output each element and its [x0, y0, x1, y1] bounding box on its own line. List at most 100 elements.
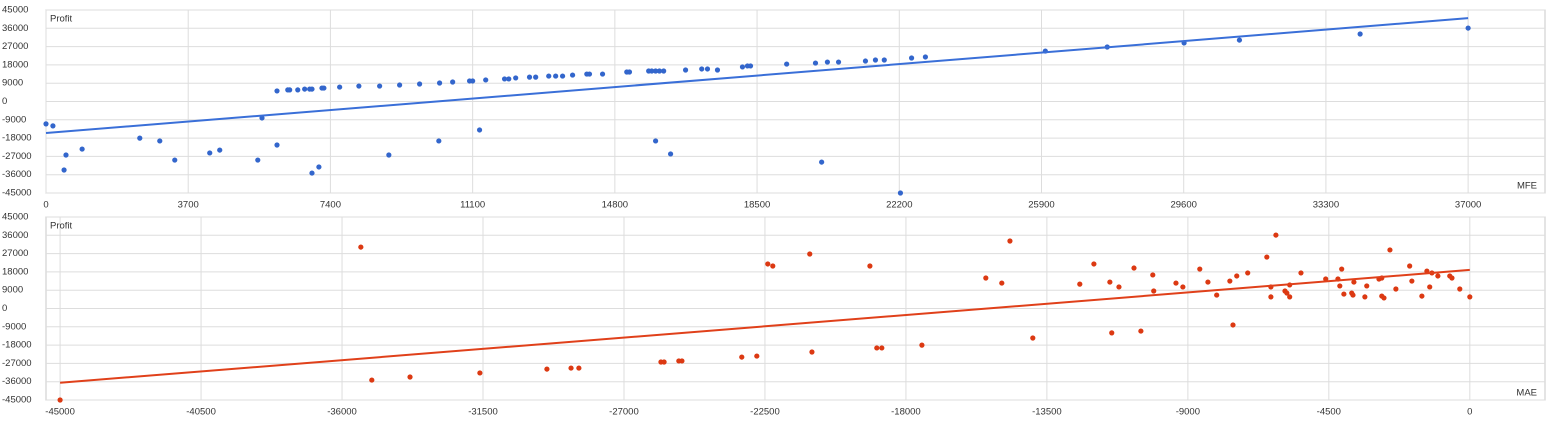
scatter-point [1381, 295, 1387, 301]
scatter-point [835, 59, 842, 65]
y-tick-label: -9000 [2, 321, 26, 332]
scatter-point [397, 82, 403, 88]
scatter-point [1457, 286, 1463, 292]
scatter-point [217, 147, 223, 153]
y-tick-label: -45000 [2, 395, 32, 406]
x-tick-label: -45000 [45, 407, 75, 418]
scatter-point [714, 67, 721, 73]
scatter-point [661, 68, 667, 74]
scatter-point [1173, 280, 1179, 286]
scatter-point [1234, 273, 1240, 279]
x-tick-label: 0 [1467, 407, 1472, 418]
y-tick-label: 45000 [2, 5, 28, 16]
scatter-point [1205, 279, 1211, 285]
scatter-point [754, 353, 760, 359]
y-tick-label: 18000 [2, 266, 28, 277]
scatter-point [667, 151, 674, 157]
scatter-point [546, 73, 552, 79]
scatter-point [501, 76, 508, 82]
scatter-point [1287, 294, 1293, 300]
scatter-point [50, 123, 56, 129]
scatter-point [436, 80, 443, 86]
y-axis-label: Profit [50, 14, 73, 25]
x-tick-label: 3700 [178, 200, 199, 211]
scatter-point [302, 86, 308, 92]
scatter-point [1337, 283, 1343, 289]
scatter-point [919, 342, 925, 348]
scatter-point [506, 76, 512, 82]
scatter-point [309, 86, 315, 92]
scatter-point [544, 366, 550, 372]
scatter-point [1284, 290, 1290, 296]
scatter-point [476, 127, 483, 133]
scatter-point [682, 67, 689, 73]
scatter-point [1030, 335, 1036, 341]
x-tick-label: 18500 [744, 200, 770, 211]
y-tick-label: -27000 [2, 358, 32, 369]
scatter-point [1138, 328, 1144, 334]
scatter-point [569, 72, 576, 78]
y-tick-label: -9000 [2, 114, 26, 125]
scatter-point [483, 77, 489, 83]
scatter-point [1116, 284, 1122, 290]
scatter-point [1197, 266, 1203, 272]
scatter-point [881, 57, 887, 63]
scatter-point [553, 73, 559, 79]
scatter-point [1362, 294, 1368, 300]
scatter-point [983, 275, 989, 281]
trend-line [45, 17, 1469, 135]
scatter-point [704, 66, 711, 72]
x-tick-label: 33300 [1313, 200, 1339, 211]
scatter-point [377, 83, 383, 89]
x-tick-label: -40500 [186, 407, 216, 418]
scatter-point [661, 359, 667, 365]
x-tick-label: -22500 [750, 407, 780, 418]
y-tick-label: 9000 [2, 78, 23, 89]
x-tick-label: 14800 [602, 200, 628, 211]
scatter-point [1465, 25, 1471, 31]
scatter-point [879, 345, 885, 351]
scatter-point [784, 61, 790, 67]
scatter-point [867, 263, 873, 269]
x-tick-label: 11100 [460, 200, 485, 211]
x-tick-label: 7400 [320, 200, 341, 211]
scatter-point [652, 138, 659, 144]
y-axis-label: Profit [50, 221, 73, 232]
scatter-point [812, 60, 819, 66]
x-tick-label: -4500 [1317, 407, 1341, 418]
x-tick-label: -31500 [468, 407, 498, 418]
scatter-point [770, 263, 776, 269]
scatter-point [1230, 322, 1236, 328]
scatter-point [1339, 266, 1345, 272]
scatter-point [386, 152, 392, 158]
scatter-point [57, 397, 63, 403]
scatter-point [309, 170, 315, 176]
scatter-point [819, 159, 825, 165]
scatter-point [1150, 272, 1156, 278]
scatter-point [356, 83, 362, 89]
x-axis-label: MAE [1516, 388, 1537, 399]
scatter-point [513, 75, 519, 81]
y-tick-label: -18000 [2, 133, 32, 144]
scatter-point [207, 150, 213, 156]
scatter-point [922, 54, 929, 60]
scatter-point [1351, 279, 1357, 285]
scatter-point [61, 167, 67, 173]
scatter-point [1357, 31, 1363, 37]
scatter-point [1131, 265, 1137, 271]
scatter-point [1350, 292, 1356, 298]
scatter-point [626, 69, 633, 75]
x-tick-label: 25900 [1028, 200, 1054, 211]
y-tick-label: 27000 [2, 41, 28, 52]
y-tick-label: -36000 [2, 169, 32, 180]
scatter-point [656, 68, 663, 74]
scatter-point [739, 354, 745, 360]
x-axis-label: MFE [1517, 181, 1537, 192]
scatter-point [1007, 238, 1013, 244]
scatter-point [526, 74, 533, 80]
scatter-point [1227, 278, 1233, 284]
scatter-point [358, 244, 364, 250]
scatter-point [599, 71, 606, 77]
scatter-point [897, 190, 904, 196]
